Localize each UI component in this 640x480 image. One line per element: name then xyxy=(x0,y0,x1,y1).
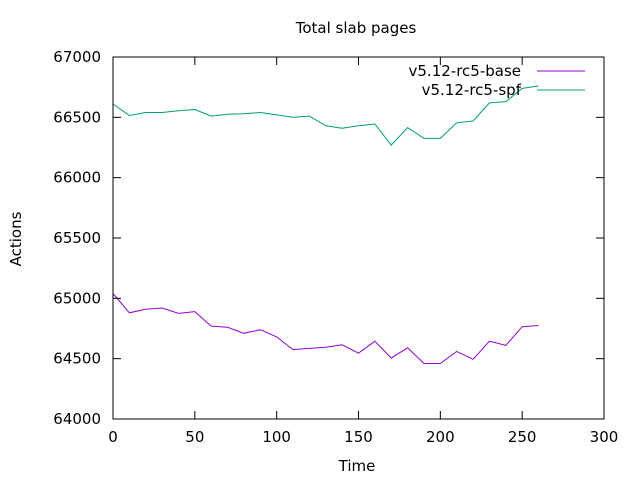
y-tick-label: 65500 xyxy=(53,229,101,247)
x-tick-label: 250 xyxy=(508,428,537,446)
series-line-1 xyxy=(112,293,539,364)
x-tick-label: 100 xyxy=(262,428,291,446)
x-axis-label: Time xyxy=(338,457,376,475)
x-tick-label: 300 xyxy=(590,428,619,446)
y-tick-label: 64500 xyxy=(53,350,101,368)
x-tick-label: 50 xyxy=(185,428,204,446)
y-tick-label: 66000 xyxy=(53,169,101,187)
y-tick-label: 67000 xyxy=(53,48,101,66)
y-tick-label: 66500 xyxy=(53,108,101,126)
plot-area xyxy=(112,85,539,364)
x-tick-label: 0 xyxy=(108,428,118,446)
y-axis-label: Actions xyxy=(7,211,25,266)
series-line-2 xyxy=(112,85,539,146)
plot-frame xyxy=(112,56,605,420)
chart-title: Total slab pages xyxy=(295,19,417,37)
y-tick-label: 64000 xyxy=(53,410,101,428)
y-tick-label: 65000 xyxy=(53,289,101,307)
legend-label-1: v5.12-rc5-base xyxy=(409,62,522,80)
x-tick-label: 150 xyxy=(344,428,373,446)
x-tick-label: 200 xyxy=(426,428,455,446)
legend-label-2: v5.12-rc5-spf xyxy=(422,81,522,99)
axes: 0 50 100 150 200 250 300 64000 64500 65000 65500 66… xyxy=(53,48,618,446)
